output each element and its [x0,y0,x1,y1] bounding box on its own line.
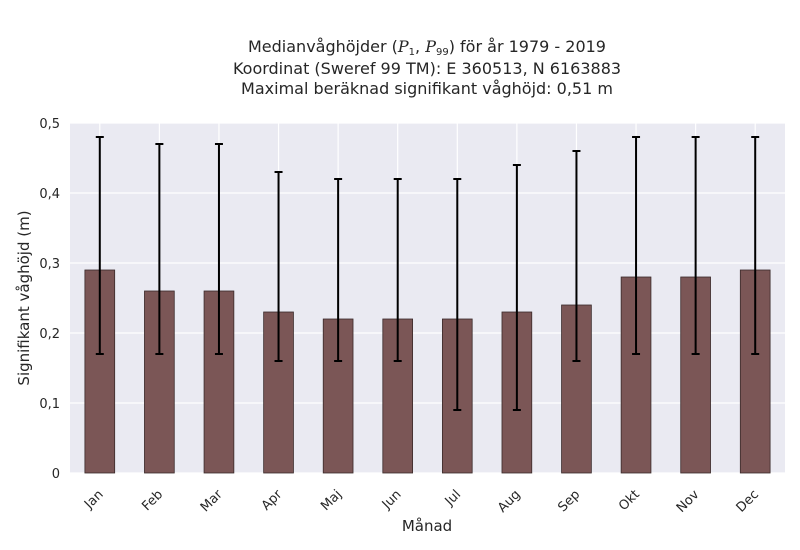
y-tick-label: 0,3 [39,257,60,272]
x-axis-label: Månad [402,517,452,535]
x-tick-label: Aug [495,487,524,516]
x-tick-label: Apr [259,487,286,514]
x-tick-label: Dec [734,487,762,515]
x-tick-label: Sep [555,487,583,515]
y-tick-label: 0,2 [39,327,60,342]
y-axis-label: Signifikant våghöjd (m) [15,210,33,385]
x-tick-label: Okt [616,487,643,514]
x-tick-label: Mar [198,487,226,515]
y-tick-label: 0,1 [39,397,60,412]
y-tick-label: 0,5 [39,117,60,132]
chart-title: Medianvåghöjder (P1, P99) för år 1979 - … [233,37,621,98]
x-tick-label: Jun [379,487,405,513]
y-tick-label: 0 [52,467,60,482]
x-tick-label: Maj [318,487,345,514]
title-line-3: Maximal beräknad signifikant våghöjd: 0,… [241,79,613,98]
title-line-2: Koordinat (Sweref 99 TM): E 360513, N 61… [233,59,621,78]
x-tick-label: Jul [442,487,464,509]
error-bars [95,136,760,411]
x-tick-label: Feb [139,487,166,514]
x-tick-labels: Jan Feb Mar Apr Maj Jun Jul Aug Sep Okt Nov Dec [81,487,762,516]
x-tick-label: Nov [674,487,703,516]
plot-area [70,123,785,473]
y-tick-labels: 0 0,1 0,2 0,3 0,4 0,5 [39,117,60,482]
y-tick-label: 0,4 [39,187,60,202]
x-tick-label: Jan [81,487,106,512]
title-line-1: Medianvåghöjder (P1, P99) för år 1979 - … [248,37,606,58]
